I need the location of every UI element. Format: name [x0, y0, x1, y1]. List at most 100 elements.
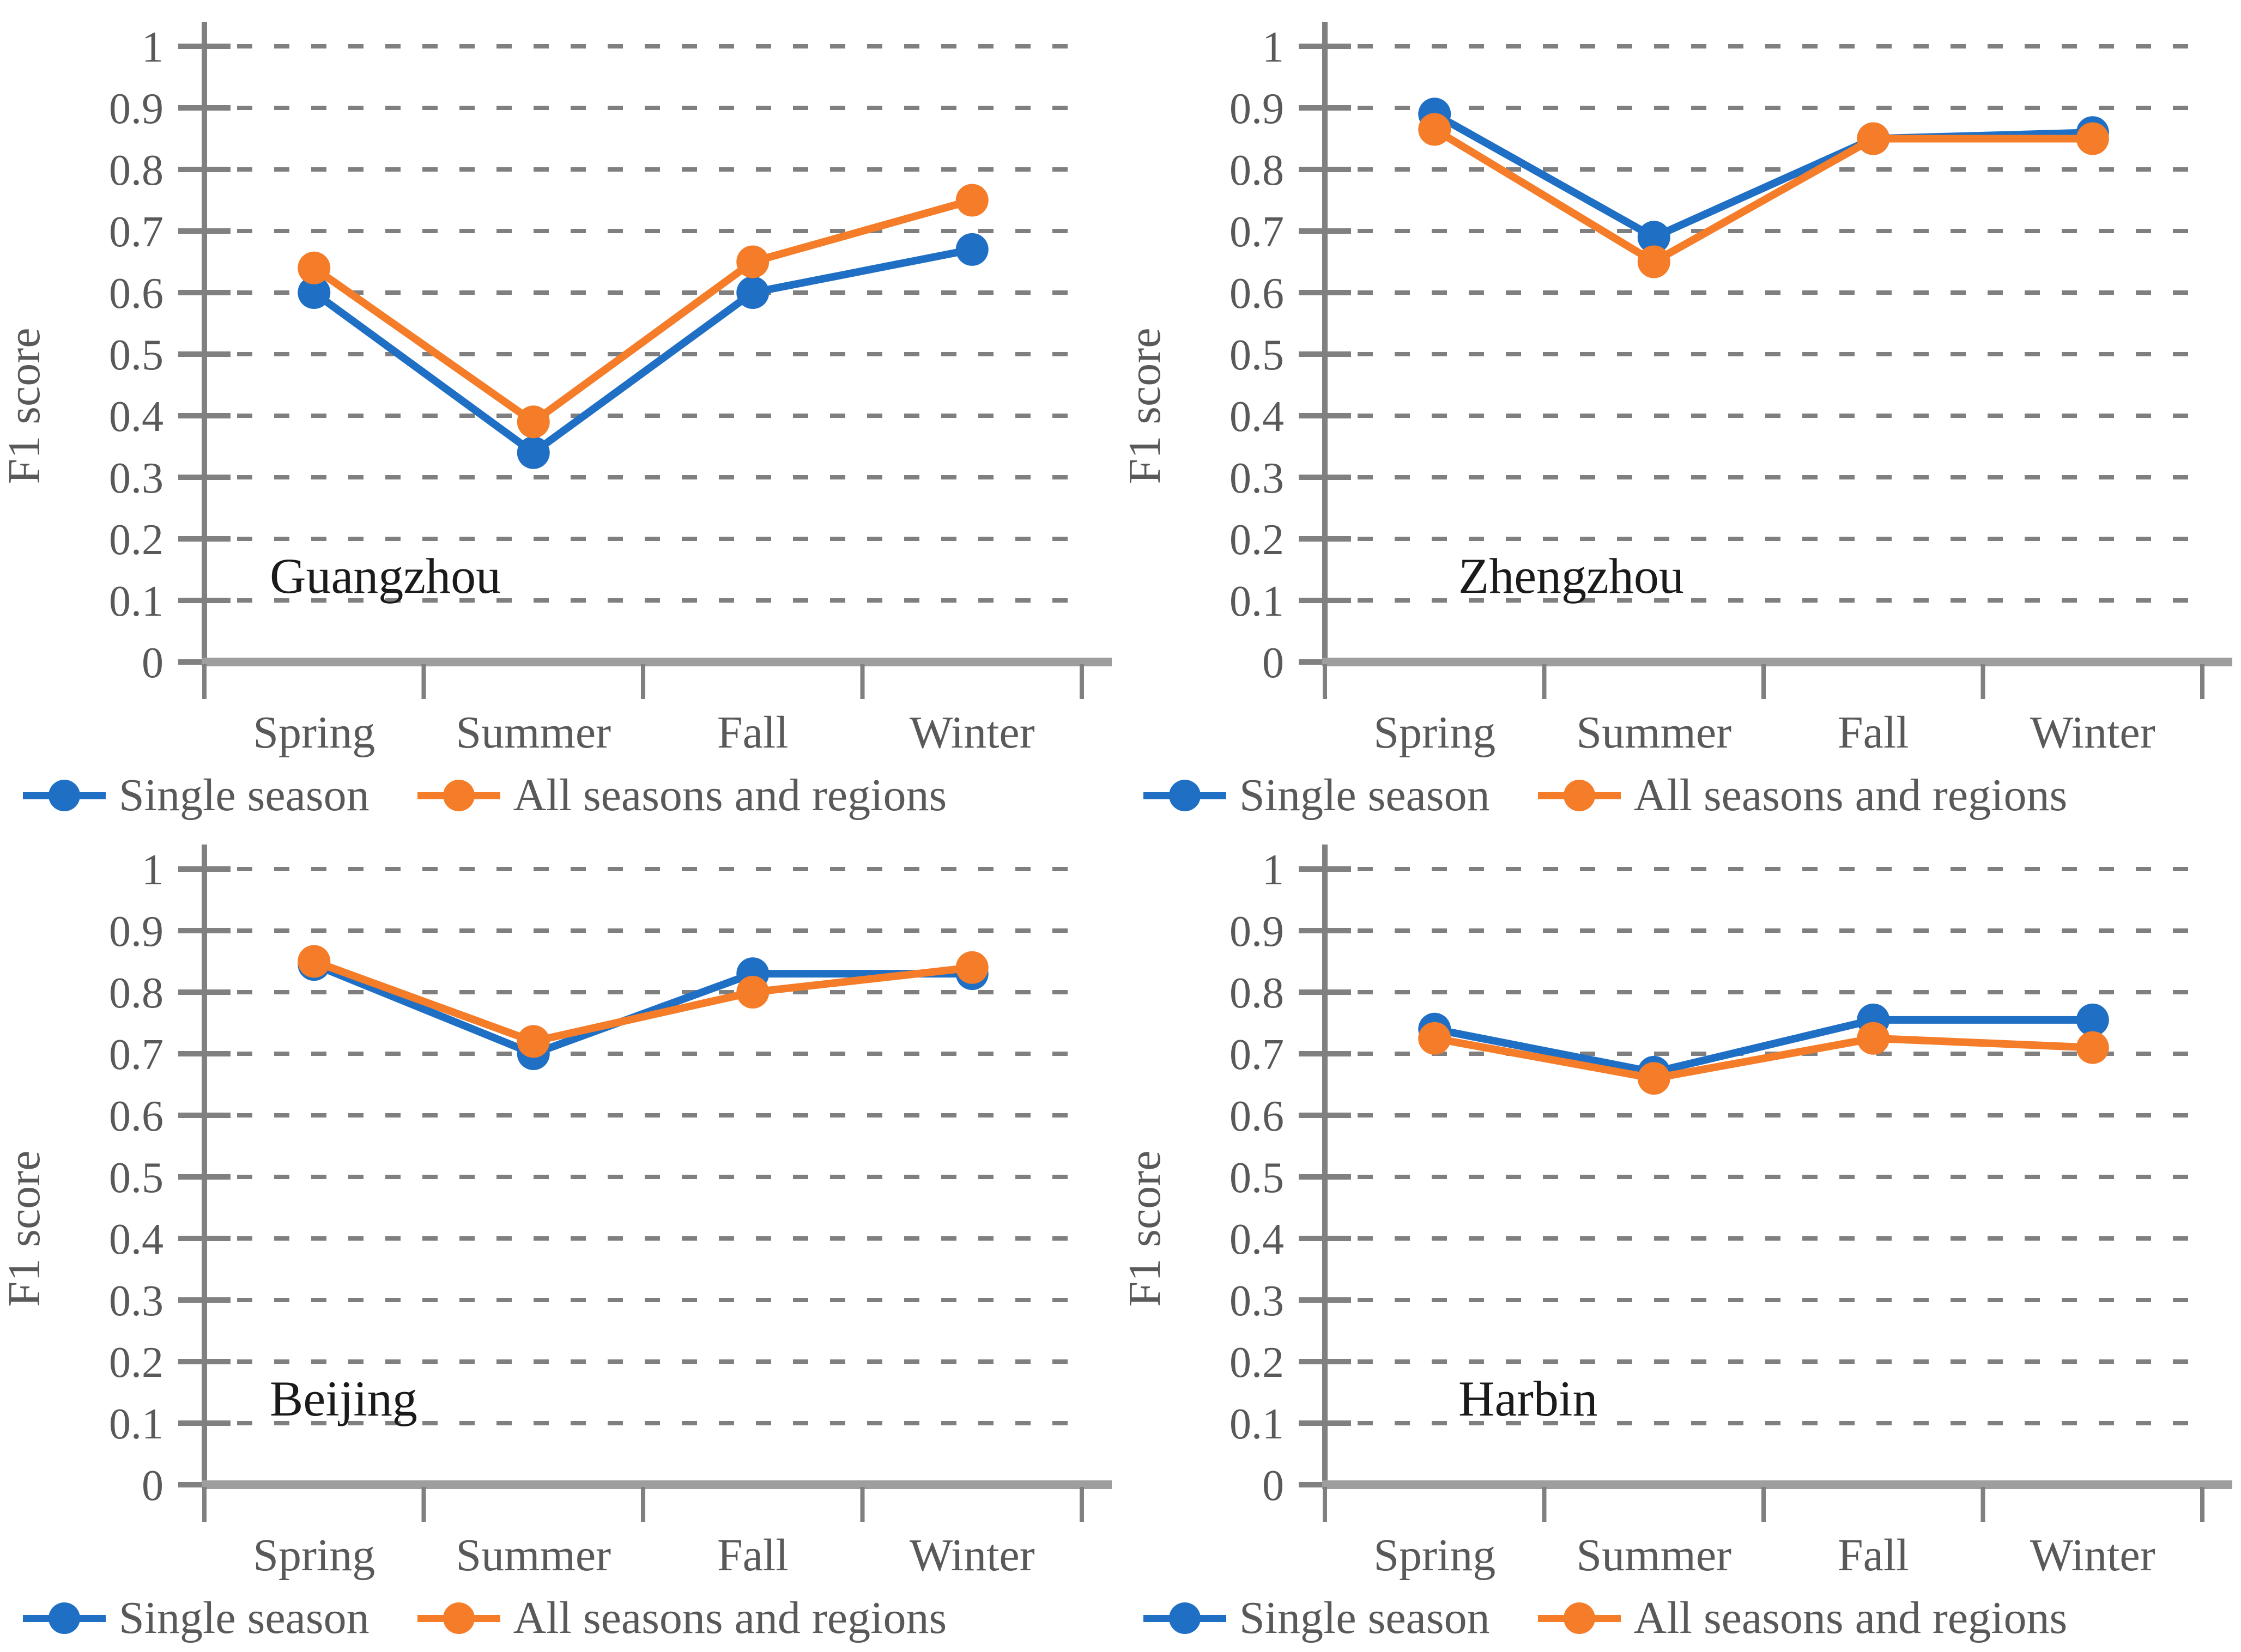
y-tick-label: 0.6 [109, 270, 163, 318]
marker-dot-icon [49, 1602, 80, 1634]
y-tick-label: 0.9 [1229, 908, 1284, 956]
line-marker-icon [1143, 780, 1226, 811]
chart-legend: Single season All seasons and regions [23, 762, 947, 829]
data-point-marker [1418, 1022, 1451, 1055]
legend-item-all-seasons: All seasons and regions [1537, 1593, 2068, 1643]
line-chart: 0 0.1 0.2 0.3 0.4 0.5 0.6 0.7 0.8 0.9 1 F1 score Zhe… [1120, 22, 2232, 758]
legend-label: All seasons and regions [1633, 1593, 2068, 1643]
season-label: Winter [2030, 707, 2155, 758]
chart-panel-harbin: Single season All seasons and regions 0 0… [1120, 823, 2241, 1645]
city-label: Zhengzhou [1458, 548, 1684, 604]
data-point-marker [2076, 122, 2109, 155]
chart-legend: Single season All seasons and regions [1143, 1584, 2067, 1652]
line-chart: 0 0.1 0.2 0.3 0.4 0.5 0.6 0.7 0.8 0.9 1 F1 score Bei… [0, 845, 1112, 1581]
marker-dot-icon [1563, 1602, 1595, 1634]
series-line-blue [1431, 1016, 2097, 1076]
chart-legend: Single season All seasons and regions [23, 1584, 947, 1652]
data-point-marker [2076, 1003, 2109, 1036]
y-tick-label: 0.9 [109, 85, 163, 133]
y-tick-label: 1 [1262, 23, 1284, 71]
y-tick-label: 0.9 [1229, 85, 1284, 133]
y-axis-title: F1 score [0, 1151, 50, 1307]
data-point-marker [1857, 122, 1890, 155]
y-tick-label: 0.5 [109, 1154, 163, 1202]
legend-label: Single season [1239, 1593, 1490, 1643]
y-tick-label: 0.8 [1229, 147, 1284, 195]
y-axis-title: F1 score [0, 328, 50, 484]
y-tick-label: 0.7 [1229, 1031, 1284, 1079]
season-label: Winter [910, 707, 1035, 758]
series-line-orange [1431, 125, 2097, 266]
y-tick-label: 1 [142, 23, 163, 71]
y-tick-label: 0.5 [1229, 331, 1284, 379]
line-marker-icon [417, 1602, 500, 1634]
season-label: Spring [1373, 1530, 1495, 1581]
data-point-marker [1857, 1022, 1890, 1055]
y-tick-label: 0.6 [109, 1092, 163, 1140]
y-tick-label: 0.7 [1229, 208, 1284, 256]
y-tick-label: 0.4 [1229, 393, 1284, 441]
series-line-blue [1431, 110, 2097, 241]
series-line-orange [1431, 1034, 2097, 1083]
data-point-marker [298, 251, 331, 284]
line-marker-icon [23, 780, 106, 811]
legend-label: All seasons and regions [1633, 770, 2068, 821]
line-marker-icon [1537, 1602, 1621, 1634]
series-line-orange [310, 196, 976, 426]
y-tick-label: 0 [142, 1462, 163, 1510]
city-label: Beijing [270, 1371, 417, 1426]
y-tick-label: 0.8 [1229, 969, 1284, 1017]
y-tick-label: 0.8 [109, 147, 163, 195]
y-tick-label: 0.2 [109, 516, 163, 564]
y-tick-label: 0.5 [109, 331, 163, 379]
data-point-marker [955, 233, 989, 266]
marker-dot-icon [49, 780, 80, 811]
data-point-marker [1418, 113, 1451, 146]
y-tick-label: 0 [1262, 639, 1284, 687]
y-tick-label: 0 [142, 639, 163, 687]
season-label: Summer [456, 1530, 611, 1581]
legend-item-all-seasons: All seasons and regions [417, 1595, 947, 1641]
y-tick-label: 0.2 [109, 1339, 163, 1387]
y-tick-label: 0.2 [1229, 516, 1284, 564]
y-tick-label: 0.7 [109, 1031, 163, 1079]
data-point-marker [1637, 245, 1670, 278]
season-label: Winter [2030, 1530, 2155, 1581]
legend-item-all-seasons: All seasons and regions [1537, 770, 2068, 821]
y-tick-label: 0.1 [109, 578, 163, 625]
y-tick-label: 0.3 [109, 454, 163, 502]
line-marker-icon [23, 1602, 106, 1634]
line-chart: 0 0.1 0.2 0.3 0.4 0.5 0.6 0.7 0.8 0.9 1 F1 score Gua… [0, 22, 1112, 758]
season-label: Fall [1838, 707, 1909, 758]
data-point-marker [298, 276, 331, 309]
y-tick-label: 0.3 [109, 1277, 163, 1325]
legend-label: Single season [1239, 770, 1490, 821]
season-label: Summer [456, 707, 611, 758]
city-label: Guangzhou [270, 548, 501, 604]
y-tick-label: 1 [142, 846, 163, 894]
chart-panel-beijing: Single season All seasons and regions 0 0… [0, 823, 1120, 1645]
y-axis-title: F1 score [1120, 328, 1170, 484]
data-point-marker [1637, 221, 1670, 254]
y-tick-label: 0 [1262, 1462, 1284, 1510]
series-line-blue [310, 245, 976, 457]
legend-item-single-season: Single season [23, 1595, 370, 1641]
season-label: Summer [1576, 707, 1731, 758]
y-tick-label: 0.3 [1229, 454, 1284, 502]
line-chart: 0 0.1 0.2 0.3 0.4 0.5 0.6 0.7 0.8 0.9 1 F1 score Har… [1120, 845, 2232, 1581]
y-tick-label: 0.6 [1229, 1092, 1284, 1140]
legend-label: Single season [119, 1593, 370, 1643]
season-label: Spring [253, 707, 375, 758]
line-marker-icon [1143, 1602, 1226, 1634]
marker-dot-icon [1563, 780, 1595, 811]
city-label: Harbin [1458, 1371, 1597, 1426]
season-label: Fall [717, 707, 789, 758]
season-label: Summer [1576, 1530, 1731, 1581]
y-tick-label: 0.4 [109, 1216, 163, 1264]
y-tick-label: 0.2 [1229, 1339, 1284, 1387]
season-label: Fall [1838, 1530, 1909, 1581]
y-tick-label: 0.4 [1229, 1216, 1284, 1264]
y-tick-label: 0.5 [1229, 1154, 1284, 1202]
legend-label: All seasons and regions [513, 1593, 947, 1643]
